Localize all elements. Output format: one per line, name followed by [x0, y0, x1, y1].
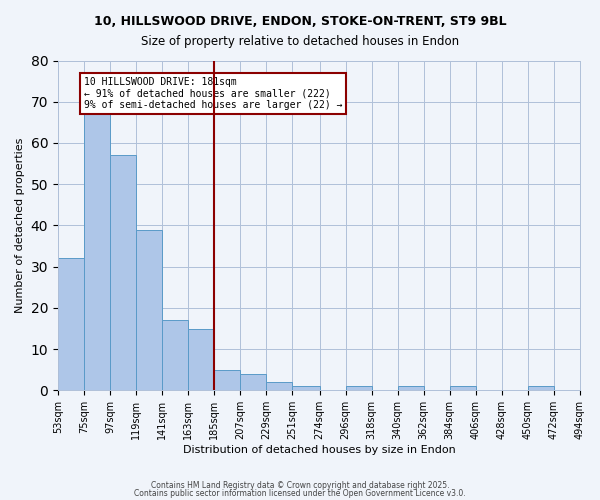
- Bar: [214, 370, 240, 390]
- Text: 10 HILLSWOOD DRIVE: 181sqm
← 91% of detached houses are smaller (222)
9% of semi: 10 HILLSWOOD DRIVE: 181sqm ← 91% of deta…: [84, 77, 343, 110]
- X-axis label: Distribution of detached houses by size in Endon: Distribution of detached houses by size …: [182, 445, 455, 455]
- Bar: [58, 258, 84, 390]
- Bar: [528, 386, 554, 390]
- Bar: [450, 386, 476, 390]
- Bar: [136, 230, 162, 390]
- Bar: [346, 386, 371, 390]
- Bar: [240, 374, 266, 390]
- Text: Contains public sector information licensed under the Open Government Licence v3: Contains public sector information licen…: [134, 488, 466, 498]
- Bar: [188, 328, 214, 390]
- Bar: [292, 386, 320, 390]
- Text: Size of property relative to detached houses in Endon: Size of property relative to detached ho…: [141, 35, 459, 48]
- Bar: [84, 114, 110, 390]
- Bar: [398, 386, 424, 390]
- Bar: [162, 320, 188, 390]
- Bar: [110, 156, 136, 390]
- Text: Contains HM Land Registry data © Crown copyright and database right 2025.: Contains HM Land Registry data © Crown c…: [151, 481, 449, 490]
- Y-axis label: Number of detached properties: Number of detached properties: [15, 138, 25, 313]
- Text: 10, HILLSWOOD DRIVE, ENDON, STOKE-ON-TRENT, ST9 9BL: 10, HILLSWOOD DRIVE, ENDON, STOKE-ON-TRE…: [94, 15, 506, 28]
- Bar: [266, 382, 292, 390]
